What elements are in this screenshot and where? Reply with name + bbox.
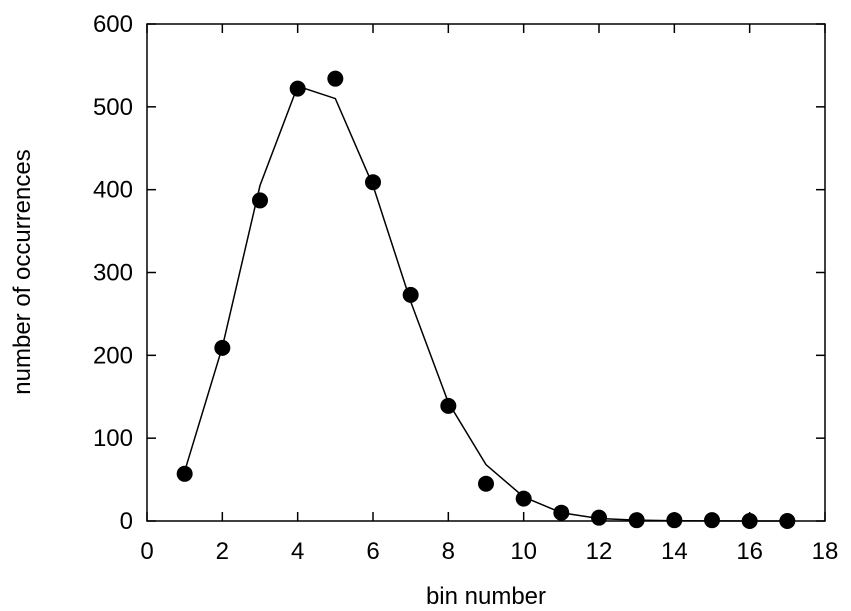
x-tick-label: 12 [586, 538, 613, 565]
data-point [666, 512, 683, 529]
data-point [289, 80, 306, 97]
x-tick-label: 4 [291, 538, 304, 565]
y-tick-label: 100 [93, 425, 133, 452]
data-point [214, 339, 231, 356]
x-tick-label: 10 [510, 538, 537, 565]
data-point [402, 286, 419, 303]
plot-frame [146, 23, 826, 522]
y-axis-label: number of occurrences [9, 149, 36, 394]
data-points [176, 70, 796, 529]
axis-ticks [146, 23, 826, 522]
fit-line [183, 85, 788, 522]
x-tick-label: 16 [736, 538, 763, 565]
y-tick-label: 0 [120, 508, 133, 535]
data-point [176, 465, 193, 482]
y-tick-label: 200 [93, 342, 133, 369]
y-tick-label: 600 [93, 11, 133, 38]
x-axis-label: bin number [426, 583, 546, 610]
x-tick-label: 2 [216, 538, 229, 565]
x-tick-label: 6 [366, 538, 379, 565]
y-tick-label: 400 [93, 177, 133, 204]
x-tick-label: 8 [442, 538, 455, 565]
data-point [515, 490, 532, 507]
x-tick-label: 0 [140, 538, 153, 565]
data-point [779, 513, 796, 529]
data-point [440, 397, 457, 414]
data-point [628, 512, 645, 529]
x-tick-label: 14 [661, 538, 688, 565]
data-point [553, 504, 570, 521]
data-point [365, 174, 381, 191]
axis-tick-labels: 0 2 4 6 8 10 12 14 16 18 0 100 200 300 400 500 600 [93, 11, 838, 565]
y-tick-label: 500 [93, 94, 133, 121]
data-point [704, 512, 720, 529]
data-point [741, 513, 758, 529]
x-tick-label: 18 [812, 538, 839, 565]
data-point [478, 475, 494, 492]
y-tick-label: 300 [93, 260, 133, 287]
data-point [327, 70, 344, 87]
data-point [252, 192, 268, 209]
series-line-group [183, 85, 788, 522]
data-point [591, 509, 607, 526]
